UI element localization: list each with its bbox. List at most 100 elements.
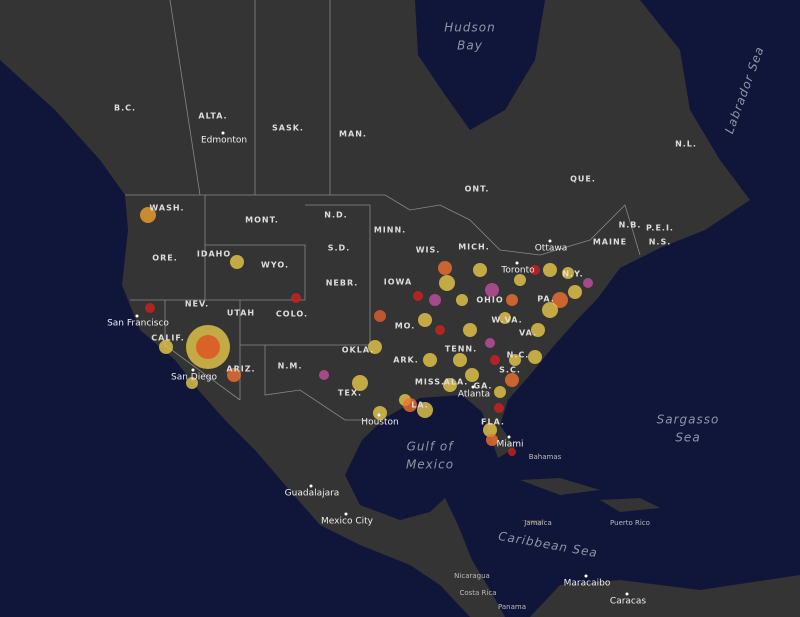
state-label: LA. [411,401,428,410]
state-label: OKLA. [342,346,374,355]
water-label: Sea [675,431,700,445]
citie-label: Ottawa [535,244,568,254]
citie-label: Miami [496,440,523,450]
countrie-label: Nicaragua [454,572,490,580]
city-marker [471,385,475,389]
state-label: MICH. [458,243,490,252]
data-point [403,398,417,412]
data-point [494,403,504,413]
data-point [486,434,498,446]
land [0,0,750,617]
data-point [423,353,437,367]
province-label: ALTA. [198,112,227,121]
hudson-bay [415,0,545,130]
state-label: MONT. [245,216,279,225]
city-marker [344,512,348,516]
province-label: P.E.I. [646,224,674,233]
citie-label: San Diego [171,373,217,383]
data-point [583,278,593,288]
state-label: NEV. [185,300,209,309]
citie-label: Toronto [500,266,535,276]
countrie-label: Costa Rica [459,589,496,597]
data-point [499,312,511,324]
state-label: GA. [474,382,493,391]
data-point [435,325,445,335]
data-point [568,285,582,299]
data-point [438,261,452,275]
state-label: WASH. [149,204,184,213]
data-point [483,423,497,437]
city-marker [191,368,195,372]
city-marker [625,592,629,596]
state-label: PA. [537,295,555,304]
data-point [352,375,368,391]
province-label: N.S. [649,238,672,247]
data-point [453,353,467,367]
data-point [530,265,540,275]
data-point [506,294,518,306]
data-point [417,402,433,418]
data-point [413,291,423,301]
state-label: VA. [519,329,537,338]
state-label: CALIF. [151,334,184,343]
city-marker [515,261,519,265]
province-label: SASK. [272,124,304,133]
south-america [530,575,800,617]
islands [520,478,660,526]
city-marker [135,314,139,318]
province-label: B.C. [114,104,136,113]
city-marker [377,413,381,417]
state-label: MISS. [415,378,445,387]
state-label: IOWA [384,278,412,287]
data-point [485,338,495,348]
data-point [514,274,526,286]
countrie-label: Puerto Rico [610,519,650,527]
state-label: ARIZ. [226,365,255,374]
data-point [562,267,574,279]
data-point [528,350,542,364]
city-marker [507,435,511,439]
data-point [140,207,156,223]
citie-label: Edmonton [201,136,247,146]
place-labels: B.C. ALTA. SASK. MAN. ONT. QUE. N.L. N.B. P.E.I.… [107,104,696,612]
countrie-label: Bahamas [529,453,562,461]
data-points [140,207,593,456]
data-point [368,340,382,354]
state-label: ALA. [444,378,469,387]
state-label: COLO. [276,310,308,319]
data-point [443,378,457,392]
countrie-label: Jamaica [523,519,552,527]
citie-label: Maracaibo [564,579,611,589]
countrie-label: Panama [498,603,526,611]
state-label: MAINE [593,238,627,247]
data-point [373,406,387,420]
data-point [465,368,479,382]
province-label: QUE. [570,175,596,184]
province-label: N.B. [619,221,642,230]
citie-label: San Francisco [107,319,169,329]
data-point [494,386,506,398]
state-label: N.D. [324,211,347,220]
data-point [439,275,455,291]
data-point [531,323,545,337]
state-label: IDAHO [197,250,231,259]
data-point [429,294,441,306]
water-label: Mexico [406,458,454,472]
state-label: N.C. [507,351,530,360]
city-marker [221,131,225,135]
province-label: ONT. [465,185,490,194]
water-label: Gulf of [407,440,455,454]
data-point [230,255,244,269]
province-label: MAN. [339,130,367,139]
data-point [319,370,329,380]
state-label: UTAH [227,309,255,318]
state-label: S.C. [499,366,521,375]
state-label: S.D. [328,244,350,253]
state-label: W.VA. [491,316,522,325]
state-label: N.Y. [562,270,583,279]
data-point [490,355,500,365]
data-point [374,310,386,322]
state-label: TEX. [338,389,362,398]
